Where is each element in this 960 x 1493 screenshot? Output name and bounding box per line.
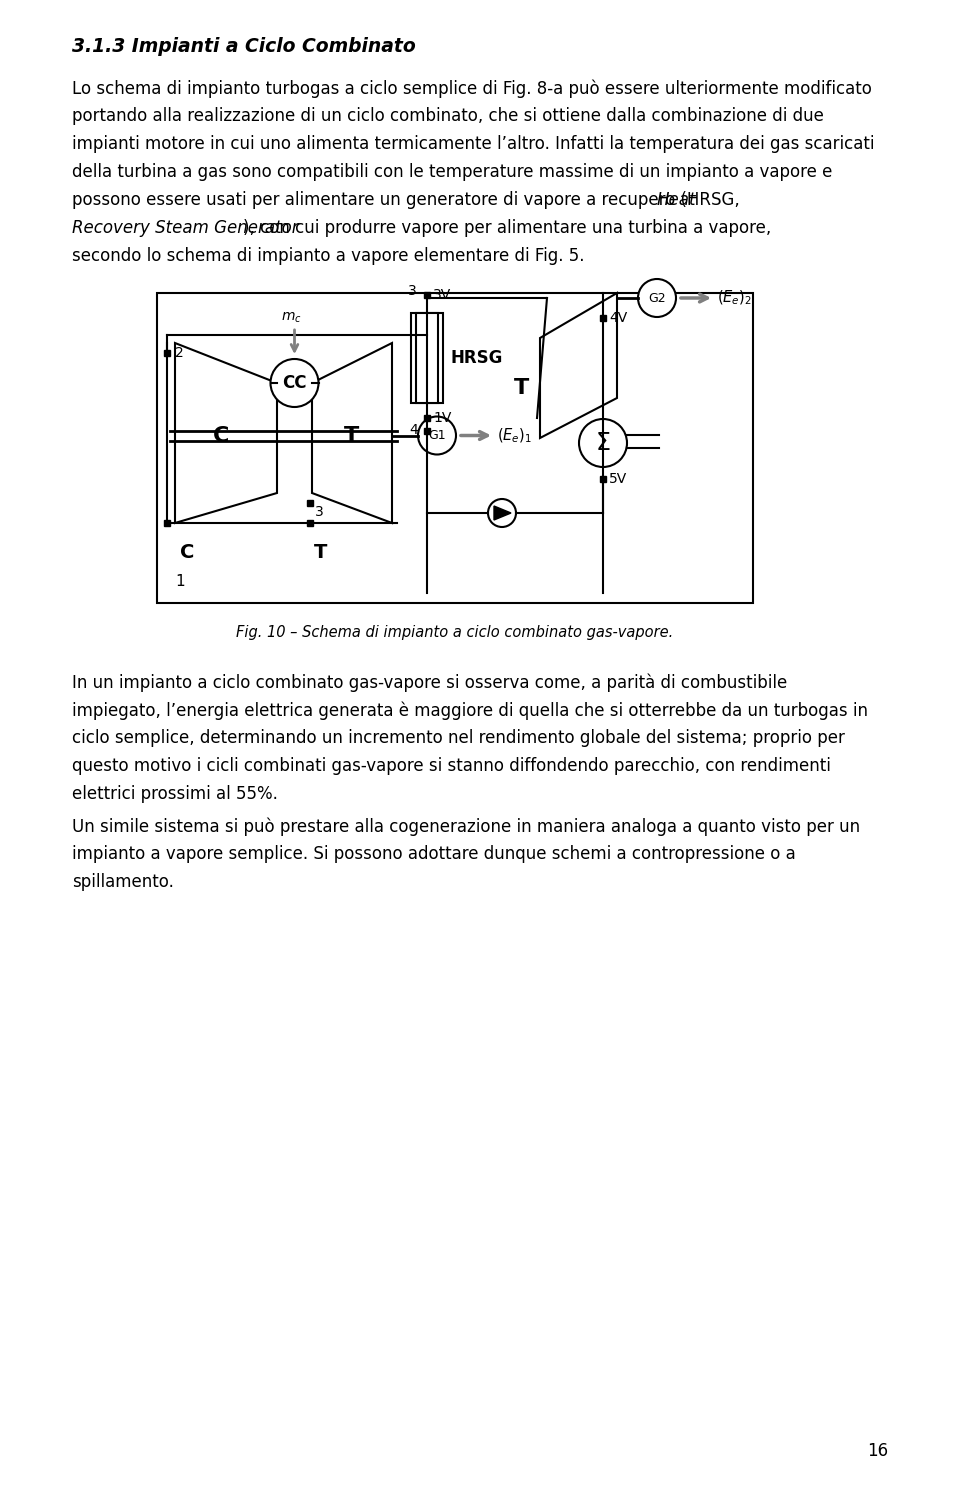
Text: $m_c$: $m_c$: [281, 311, 301, 325]
Text: spillamento.: spillamento.: [72, 873, 174, 891]
Text: Lo schema di impianto turbogas a ciclo semplice di Fig. 8-a può essere ulteriorm: Lo schema di impianto turbogas a ciclo s…: [72, 79, 872, 97]
Text: 16: 16: [867, 1442, 888, 1460]
Text: 5V: 5V: [609, 472, 627, 487]
Text: CC: CC: [282, 375, 307, 393]
Text: impianti motore in cui uno alimenta termicamente l’altro. Infatti la temperatura: impianti motore in cui uno alimenta term…: [72, 134, 875, 152]
Text: possono essere usati per alimentare un generatore di vapore a recupero (HRSG,: possono essere usati per alimentare un g…: [72, 191, 745, 209]
Circle shape: [271, 358, 319, 408]
Text: T: T: [314, 543, 327, 563]
Text: 4V: 4V: [609, 311, 627, 325]
Bar: [157, 293, 753, 603]
Bar: [416, 314, 438, 403]
Text: 3.1.3 Impianti a Ciclo Combinato: 3.1.3 Impianti a Ciclo Combinato: [72, 37, 416, 57]
Polygon shape: [312, 343, 392, 523]
Text: 3: 3: [408, 284, 417, 299]
Text: In un impianto a ciclo combinato gas-vapore si osserva come, a parità di combust: In un impianto a ciclo combinato gas-vap…: [72, 673, 787, 691]
Polygon shape: [175, 343, 277, 523]
Bar: [411, 314, 443, 403]
Text: Σ: Σ: [595, 431, 611, 455]
Text: G1: G1: [428, 428, 445, 442]
Text: G2: G2: [648, 291, 666, 305]
Text: 4: 4: [409, 424, 418, 437]
Text: T: T: [345, 426, 360, 445]
Circle shape: [418, 417, 456, 454]
Text: 1V: 1V: [433, 411, 451, 426]
Polygon shape: [494, 506, 511, 520]
Text: 2: 2: [175, 346, 183, 360]
Text: impianto a vapore semplice. Si possono adottare dunque schemi a contropressione : impianto a vapore semplice. Si possono a…: [72, 845, 796, 863]
Text: T: T: [515, 378, 530, 399]
Text: Recovery Steam Generator: Recovery Steam Generator: [72, 219, 299, 237]
Text: secondo lo schema di impianto a vapore elementare di Fig. 5.: secondo lo schema di impianto a vapore e…: [72, 246, 585, 264]
Circle shape: [579, 420, 627, 467]
Polygon shape: [540, 293, 617, 437]
Text: HRSG: HRSG: [451, 349, 503, 367]
Text: questo motivo i cicli combinati gas-vapore si stanno diffondendo parecchio, con : questo motivo i cicli combinati gas-vapo…: [72, 757, 830, 775]
Text: ciclo semplice, determinando un incremento nel rendimento globale del sistema; p: ciclo semplice, determinando un incremen…: [72, 729, 845, 746]
Circle shape: [638, 279, 676, 317]
Text: $(E_e)_2$: $(E_e)_2$: [717, 288, 752, 308]
Text: della turbina a gas sono compatibili con le temperature massime di un impianto a: della turbina a gas sono compatibili con…: [72, 163, 832, 181]
Text: Un simile sistema si può prestare alla cogenerazione in maniera analoga a quanto: Un simile sistema si può prestare alla c…: [72, 817, 860, 836]
Text: portando alla realizzazione di un ciclo combinato, che si ottiene dalla combinaz: portando alla realizzazione di un ciclo …: [72, 107, 824, 125]
Circle shape: [488, 499, 516, 527]
Text: $(E_e)_1$: $(E_e)_1$: [497, 427, 532, 445]
Text: Heat: Heat: [657, 191, 697, 209]
Text: ), con cui produrre vapore per alimentare una turbina a vapore,: ), con cui produrre vapore per alimentar…: [244, 219, 772, 237]
Text: Fig. 10 – Schema di impianto a ciclo combinato gas-vapore.: Fig. 10 – Schema di impianto a ciclo com…: [236, 626, 674, 640]
Text: impiegato, l’energia elettrica generata è maggiore di quella che si otterrebbe d: impiegato, l’energia elettrica generata …: [72, 702, 868, 720]
Text: elettrici prossimi al 55%.: elettrici prossimi al 55%.: [72, 785, 277, 803]
Text: 3V: 3V: [433, 288, 451, 302]
Text: 3: 3: [315, 505, 324, 520]
Text: 1: 1: [175, 573, 184, 588]
Text: C: C: [213, 426, 229, 445]
Text: C: C: [180, 543, 194, 563]
